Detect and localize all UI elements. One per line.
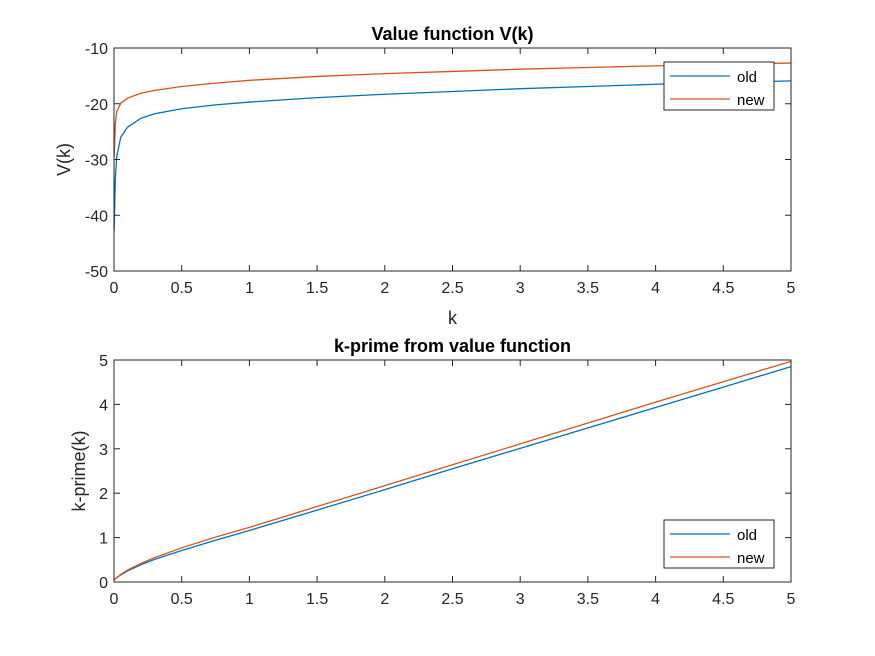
x-tick-label: 3.5 bbox=[577, 591, 599, 608]
y-tick-label: -40 bbox=[85, 208, 108, 225]
x-tick-label: 3 bbox=[516, 280, 525, 297]
x-tick-label: 2.5 bbox=[441, 591, 463, 608]
legend: old new bbox=[663, 519, 775, 569]
y-tick-label: -10 bbox=[85, 41, 108, 58]
y-tick-label: 1 bbox=[99, 531, 108, 548]
y-tick-label: -50 bbox=[85, 264, 108, 281]
kprime-chart: 0 0.5 1 1.5 2 2.5 3 3.5 4 4.5 5 0 1 2 3 4 5 k-prime from … bbox=[69, 336, 796, 608]
legend-box bbox=[663, 519, 775, 569]
x-tick-label: 5 bbox=[787, 591, 796, 608]
y-tick-label: -30 bbox=[85, 153, 108, 170]
y-tick-label: 5 bbox=[99, 353, 108, 370]
x-tick-label: 2.5 bbox=[441, 280, 463, 297]
x-tick-label: 2 bbox=[380, 591, 389, 608]
y-tick-label: 3 bbox=[99, 442, 108, 459]
y-tick-label: 0 bbox=[99, 575, 108, 592]
x-tick-label: 1 bbox=[245, 280, 254, 297]
legend-label-new: new bbox=[737, 550, 765, 567]
legend-label-old: old bbox=[737, 527, 757, 544]
x-tick-label: 4 bbox=[651, 591, 660, 608]
x-tick-label: 5 bbox=[787, 280, 796, 297]
chart-title: Value function V(k) bbox=[371, 24, 533, 44]
legend-box bbox=[663, 61, 775, 111]
x-tick-label: 4 bbox=[651, 280, 660, 297]
series-line-new bbox=[113, 360, 792, 581]
value-function-chart: 0 0.5 1 1.5 2 2.5 3 3.5 4 4.5 5 -50 -40 -30 -20 -10 Valu… bbox=[54, 24, 796, 328]
legend-label-old: old bbox=[737, 69, 757, 86]
x-tick-label: 4.5 bbox=[712, 591, 734, 608]
x-tick-label: 3.5 bbox=[577, 280, 599, 297]
x-tick-label: 1.5 bbox=[306, 591, 328, 608]
y-tick-label: -20 bbox=[85, 97, 108, 114]
legend-label-new: new bbox=[737, 92, 765, 109]
x-tick-label: 0 bbox=[110, 591, 119, 608]
x-tick-label: 3 bbox=[516, 591, 525, 608]
x-tick-label: 2 bbox=[380, 280, 389, 297]
x-tick-label: 1.5 bbox=[306, 280, 328, 297]
x-tick-label: 0.5 bbox=[171, 280, 193, 297]
x-tick-label: 4.5 bbox=[712, 280, 734, 297]
series-line-old bbox=[113, 80, 792, 231]
y-axis-label: k-prime(k) bbox=[69, 431, 89, 512]
y-tick-label: 4 bbox=[99, 397, 108, 414]
x-tick-label: 1 bbox=[245, 591, 254, 608]
x-tick-label: 0.5 bbox=[171, 591, 193, 608]
series-line-new bbox=[113, 62, 792, 158]
x-tick-label: 0 bbox=[110, 280, 119, 297]
chart-title: k-prime from value function bbox=[334, 336, 571, 356]
x-axis-label: k bbox=[448, 308, 458, 328]
legend: old new bbox=[663, 61, 775, 111]
y-tick-label: 2 bbox=[99, 486, 108, 503]
series-line-old bbox=[113, 366, 792, 581]
y-axis-label: V(k) bbox=[54, 143, 74, 176]
